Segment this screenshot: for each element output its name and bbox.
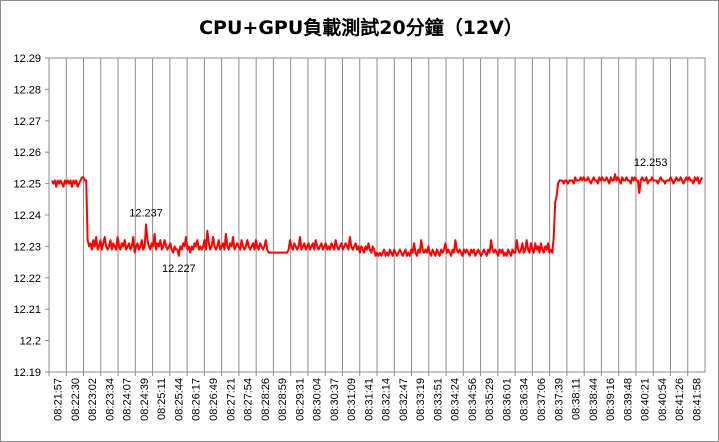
x-tick-label: 08:36:34 [519,378,531,421]
x-tick-label: 08:40:54 [657,378,669,421]
x-tick-label: 08:34:56 [467,378,479,421]
x-tick-label: 08:28:59 [277,378,289,421]
x-tick-label: 08:29:31 [294,378,306,421]
x-tick-label: 08:25:44 [173,378,185,421]
y-tick-label: 12.2 [20,336,41,348]
x-tick-label: 08:24:07 [122,378,134,421]
x-tick-label: 08:37:06 [536,378,548,421]
x-tick-label: 08:26:17 [191,378,203,421]
x-tick-label: 08:22:30 [70,378,82,421]
y-tick-label: 12.27 [13,116,41,128]
x-tick-label: 08:23:02 [87,378,99,421]
x-tick-label: 08:23:34 [104,378,116,421]
x-tick-label: 08:25:11 [156,378,168,420]
x-tick-label: 08:31:09 [346,378,358,421]
y-axis: 12.29 12.28 12.27 12.26 12.25 12.24 12.23 12.22… [13,53,49,379]
grid-lines [65,58,689,372]
x-tick-label: 08:33:51 [432,378,444,421]
x-tick-label: 08:37:39 [553,378,565,421]
y-tick-label: 12.29 [13,53,41,65]
x-tick-label: 08:32:47 [398,378,410,421]
x-tick-label: 08:41:26 [674,378,686,421]
x-tick-label: 08:41:58 [691,378,703,421]
y-tick-label: 12.25 [13,179,41,191]
series-layer [51,173,703,257]
x-tick-label: 08:27:54 [243,378,255,421]
y-tick-label: 12.28 [13,84,41,96]
data-label: 12.227 [162,263,196,275]
x-tick-label: 08:27:21 [225,378,237,421]
data-label: 12.253 [634,157,668,169]
x-tick-label: 08:31:41 [363,378,375,421]
y-tick-label: 12.19 [13,367,41,379]
x-tick-label: 08:35:29 [484,378,496,421]
x-tick-label: 08:34:24 [450,378,462,421]
y-tick-label: 12.21 [13,304,41,316]
annotations: 12.237 12.227 12.253 [129,157,667,275]
x-tick-label: 08:21:57 [53,378,65,421]
x-tick-label: 08:39:48 [622,378,634,421]
data-label: 12.237 [129,207,163,219]
x-tick-label: 08:28:26 [260,378,272,421]
x-tick-label: 08:36:01 [501,378,513,421]
x-tick-label: 08:40:21 [640,378,652,421]
x-tick-label: 08:26:49 [208,378,220,421]
x-tick-label: 08:33:19 [415,378,427,421]
x-tick-label: 08:38:44 [588,378,600,421]
x-tick-label: 08:38:11 [571,378,583,420]
x-tick-label: 08:30:04 [312,378,324,421]
x-tick-label: 08:39:16 [605,378,617,421]
x-tick-label: 08:24:39 [139,378,151,421]
x-axis: 08:21:57 08:22:30 08:23:02 08:23:34 08:24:07… [48,372,703,421]
x-tick-label: 08:30:37 [329,378,341,421]
y-tick-label: 12.26 [13,147,41,159]
x-tick-label: 08:32:14 [381,378,393,421]
y-tick-label: 12.22 [13,273,41,285]
chart-title: CPU+GPU負載測試20分鐘（12V） [199,16,523,39]
y-tick-label: 12.24 [13,210,41,222]
series-line [51,173,703,257]
y-tick-label: 12.23 [13,241,41,253]
